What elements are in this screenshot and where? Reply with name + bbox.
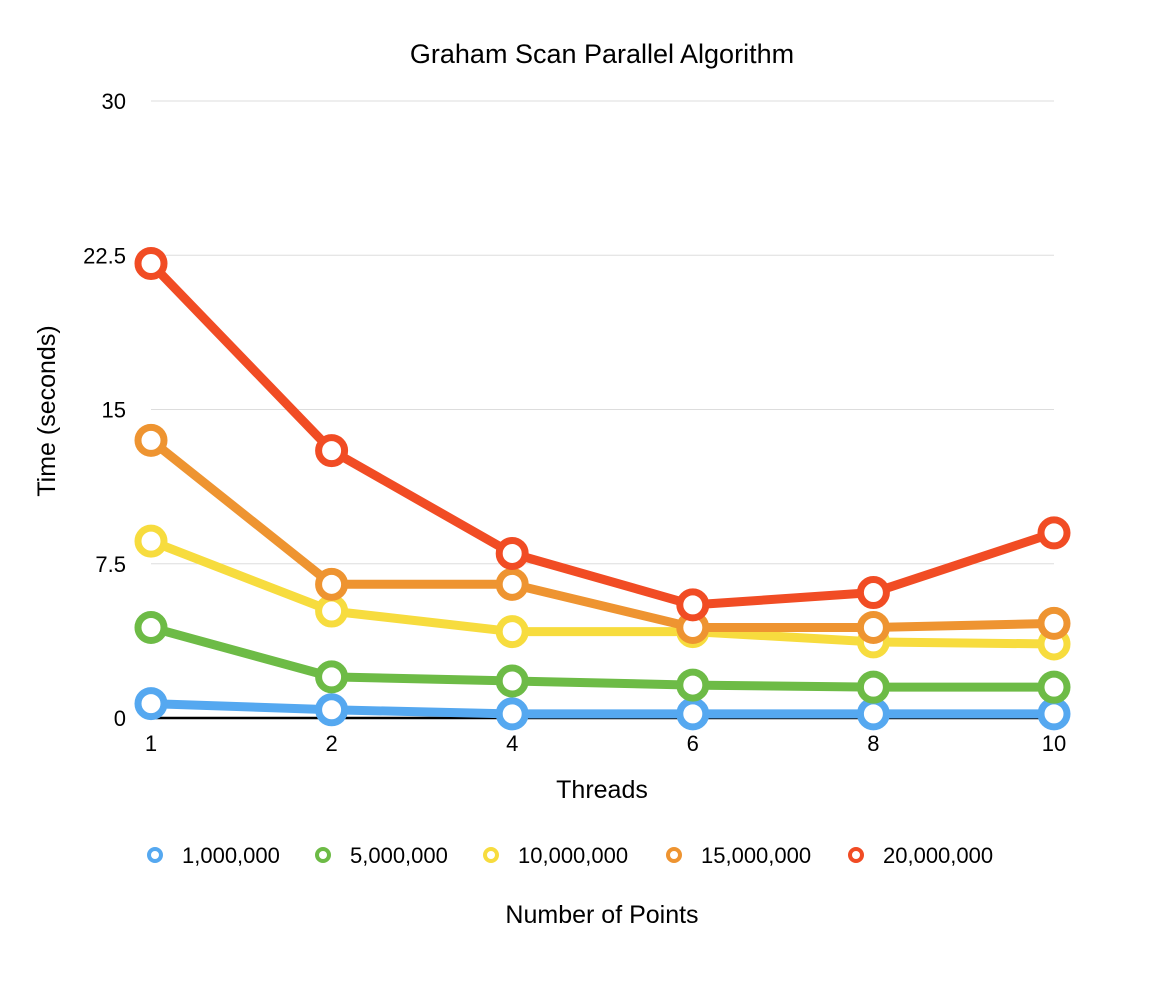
data-point — [315, 434, 349, 468]
series-10000000 — [134, 524, 1071, 661]
series-line — [146, 536, 1059, 649]
x-tick-label: 2 — [325, 731, 337, 756]
data-point — [856, 697, 890, 731]
series-15000000 — [134, 423, 1071, 645]
legend-marker — [315, 847, 331, 863]
series-line — [146, 623, 1059, 692]
series-5000000 — [134, 611, 1071, 704]
data-point — [134, 423, 168, 457]
data-point — [676, 697, 710, 731]
legend-item: 15,000,000 — [666, 843, 811, 868]
data-point — [134, 246, 168, 280]
data-point — [315, 693, 349, 727]
x-tick-label: 6 — [687, 731, 699, 756]
legend-label: 5,000,000 — [350, 843, 448, 868]
series-1000000 — [134, 687, 1071, 731]
legend: 1,000,000 5,000,000 10,000,000 15,000,000 20… — [147, 843, 993, 868]
data-point — [495, 536, 529, 570]
series-line — [146, 259, 1059, 610]
data-point — [495, 664, 529, 698]
data-point — [1037, 670, 1071, 704]
y-tick-label: 30 — [102, 89, 126, 114]
data-point — [856, 670, 890, 704]
legend-item: 1,000,000 — [147, 843, 280, 868]
series-lines — [134, 246, 1071, 731]
legend-marker — [666, 847, 682, 863]
series-20000000 — [134, 246, 1071, 622]
legend-label: 10,000,000 — [518, 843, 628, 868]
legend-marker — [848, 847, 864, 863]
data-point — [134, 524, 168, 558]
y-axis-label: Time (seconds) — [33, 325, 61, 496]
chart-title: Graham Scan Parallel Algorithm — [410, 39, 794, 69]
y-tick-labels: 0 7.5 15 22.5 30 — [83, 89, 126, 731]
data-point — [315, 594, 349, 628]
series-line — [146, 435, 1059, 632]
legend-item: 20,000,000 — [848, 843, 993, 868]
legend-label: 15,000,000 — [701, 843, 811, 868]
legend-item: 5,000,000 — [315, 843, 448, 868]
legend-marker — [483, 847, 499, 863]
data-point — [676, 588, 710, 622]
legend-item: 10,000,000 — [483, 843, 628, 868]
data-point — [1037, 697, 1071, 731]
legend-label: 1,000,000 — [182, 843, 280, 868]
data-point — [856, 611, 890, 645]
y-tick-label: 22.5 — [83, 243, 126, 268]
x-tick-labels: 1 2 4 6 8 10 — [145, 731, 1066, 756]
x-tick-label: 10 — [1042, 731, 1066, 756]
x-tick-label: 1 — [145, 731, 157, 756]
data-point — [134, 611, 168, 645]
data-point — [1037, 606, 1071, 640]
series-line — [146, 699, 1059, 719]
data-point — [315, 660, 349, 694]
x-tick-label: 4 — [506, 731, 518, 756]
legend-label: 20,000,000 — [883, 843, 993, 868]
y-tick-label: 15 — [102, 398, 126, 423]
data-point — [495, 567, 529, 601]
data-point — [495, 697, 529, 731]
x-axis-label: Threads — [556, 776, 648, 804]
data-point — [495, 615, 529, 649]
y-tick-label: 0 — [114, 706, 126, 731]
legend-marker — [147, 847, 163, 863]
data-point — [315, 567, 349, 601]
y-tick-label: 7.5 — [95, 552, 126, 577]
legend-title: Number of Points — [505, 901, 698, 929]
data-point — [1037, 516, 1071, 550]
data-point — [134, 687, 168, 721]
x-tick-label: 8 — [867, 731, 879, 756]
data-point — [856, 576, 890, 610]
data-point — [676, 668, 710, 702]
